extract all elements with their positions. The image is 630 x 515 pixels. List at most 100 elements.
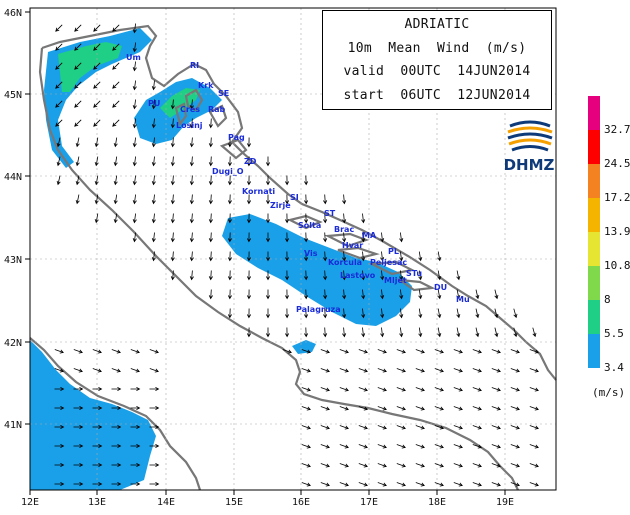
- wind-arrow: [415, 425, 425, 430]
- wind-arrow: [132, 232, 137, 243]
- wind-arrow: [304, 194, 309, 205]
- wind-arrow: [132, 23, 137, 34]
- wind-arrow: [189, 194, 194, 205]
- wind-arrow: [320, 463, 330, 468]
- wind-arrow: [151, 80, 156, 91]
- wind-arrow: [399, 270, 404, 281]
- wind-arrow: [491, 463, 501, 468]
- wind-arrow: [56, 156, 61, 167]
- wind-arrow: [510, 387, 520, 392]
- wind-arrow: [453, 444, 463, 449]
- wind-arrow: [170, 270, 175, 281]
- label-losinj: Losinj: [176, 121, 203, 130]
- wind-arrow: [111, 349, 121, 354]
- wind-arrow: [434, 387, 444, 392]
- wind-arrow: [73, 386, 84, 392]
- wind-arrow: [339, 368, 349, 373]
- wind-arrow: [151, 213, 156, 224]
- wind-arrow: [112, 24, 120, 32]
- wind-arrow: [246, 232, 252, 243]
- lon-tick-label: 19E: [496, 497, 514, 508]
- wind-arrow: [74, 43, 82, 51]
- wind-arrow: [377, 368, 387, 373]
- wind-arrow: [323, 308, 328, 319]
- wind-arrow: [491, 482, 501, 487]
- wind-arrow: [377, 463, 387, 468]
- label-um: Um: [126, 53, 141, 62]
- wind-arrow: [132, 175, 137, 186]
- wind-arrow: [532, 327, 537, 338]
- wind-arrow: [54, 405, 65, 411]
- wind-arrow: [380, 251, 385, 262]
- wind-arrow: [380, 270, 385, 281]
- wind-arrow: [74, 119, 82, 127]
- wind-arrow: [285, 175, 290, 186]
- wind-arrow: [396, 406, 406, 411]
- wind-arrow: [265, 213, 271, 224]
- wind-arrow: [246, 251, 252, 262]
- wind-arrow: [170, 137, 175, 148]
- wind-arrow: [472, 425, 482, 430]
- wind-arrow: [189, 137, 194, 148]
- wind-arrow: [151, 137, 156, 148]
- wind-arrow: [323, 194, 328, 205]
- wind-arrow: [301, 406, 311, 411]
- wind-arrow: [513, 327, 518, 338]
- wind-arrow: [189, 99, 194, 110]
- wind-arrow: [285, 213, 290, 224]
- wind-arrow: [304, 175, 309, 186]
- wind-arrow: [418, 270, 423, 281]
- wind-arrow: [320, 406, 330, 411]
- wind-arrow: [246, 175, 252, 186]
- wind-arrow: [227, 232, 232, 243]
- legend-color-bar: [588, 96, 600, 368]
- wind-arrow: [437, 289, 442, 300]
- wind-arrow: [227, 251, 232, 262]
- wind-arrow: [377, 349, 387, 354]
- wind-arrow: [75, 175, 80, 186]
- label-cres: Cres: [180, 105, 200, 114]
- label-korcula: Korcula: [328, 258, 362, 267]
- wind-arrow: [494, 308, 499, 319]
- wind-arrow: [415, 482, 425, 487]
- wind-arrow: [130, 424, 141, 430]
- label-solta: Solta: [298, 221, 321, 230]
- lat-tick-label: 46N: [4, 8, 22, 19]
- label-st: ST: [324, 209, 336, 218]
- wind-arrow: [54, 424, 65, 430]
- lon-tick-label: 18E: [428, 497, 446, 508]
- label-mljet: Mljet: [384, 276, 407, 285]
- wind-arrow: [75, 156, 80, 167]
- wind-arrow: [111, 462, 122, 468]
- wind-arrow: [472, 349, 482, 354]
- wind-arrow: [265, 175, 271, 186]
- wind-arrow: [377, 406, 387, 411]
- wind-arrow: [472, 482, 482, 487]
- wind-arrow: [112, 119, 120, 127]
- wind-arrow: [434, 444, 444, 449]
- wind-arrow: [132, 118, 137, 129]
- wind-arrow: [342, 308, 347, 319]
- wind-arrow: [510, 406, 520, 411]
- wind-arrow: [246, 289, 252, 300]
- wind-arrow: [510, 482, 520, 487]
- wind-arrow: [342, 270, 347, 281]
- wind-arrow: [246, 194, 252, 205]
- wind-arrow: [94, 175, 99, 186]
- graticule: [30, 8, 556, 490]
- wind-arrow: [323, 289, 328, 300]
- wind-arrow: [149, 424, 160, 430]
- wind-arrow: [529, 406, 539, 411]
- wind-arrow: [55, 62, 63, 70]
- wind-arrow: [377, 482, 387, 487]
- wind-arrow: [323, 251, 328, 262]
- wind-arrow: [130, 481, 141, 487]
- wind-arrow: [54, 443, 65, 449]
- wind-arrow: [93, 100, 101, 108]
- logo-text: DHMZ: [503, 156, 555, 174]
- wind-arrow: [208, 175, 213, 186]
- label-rab: Rab: [208, 105, 226, 114]
- wind-arrow: [151, 194, 156, 205]
- label-palagruza: Palagruza: [296, 305, 341, 314]
- wind-arrow: [92, 462, 103, 468]
